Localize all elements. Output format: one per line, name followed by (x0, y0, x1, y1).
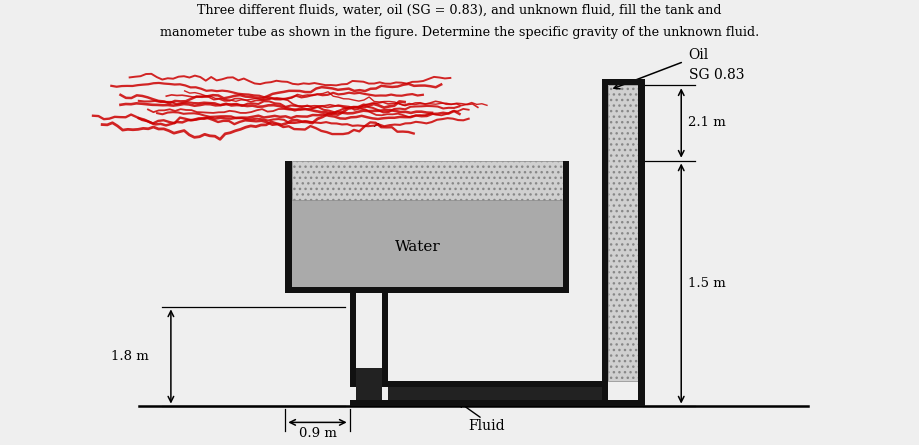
Text: Oil: Oil (688, 49, 709, 62)
Bar (638, 85, 644, 406)
Bar (602, 79, 644, 85)
Bar (286, 287, 570, 293)
Text: SG 0.83: SG 0.83 (688, 68, 744, 82)
Bar (292, 161, 563, 200)
Bar (388, 387, 602, 400)
Text: 2.1 m: 2.1 m (687, 117, 725, 129)
Bar (349, 400, 644, 406)
Bar (602, 85, 608, 406)
Text: 1.5 m: 1.5 m (687, 277, 725, 290)
Text: 0.9 m: 0.9 m (299, 427, 336, 441)
Text: manometer tube as shown in the figure. Determine the specific gravity of the unk: manometer tube as shown in the figure. D… (160, 26, 759, 39)
Bar (356, 368, 381, 400)
Bar (388, 381, 602, 387)
Text: Fluid: Fluid (469, 419, 505, 433)
Bar (608, 85, 638, 381)
Bar (349, 293, 356, 387)
Bar (292, 200, 563, 287)
Text: Water: Water (395, 240, 441, 254)
Bar (286, 161, 292, 293)
Text: 1.8 m: 1.8 m (111, 350, 149, 363)
Text: ^: ^ (371, 123, 383, 137)
Bar (381, 293, 388, 387)
Text: Three different fluids, water, oil (SG = 0.83), and unknown fluid, fill the tank: Three different fluids, water, oil (SG =… (198, 4, 721, 17)
Bar (563, 161, 570, 293)
